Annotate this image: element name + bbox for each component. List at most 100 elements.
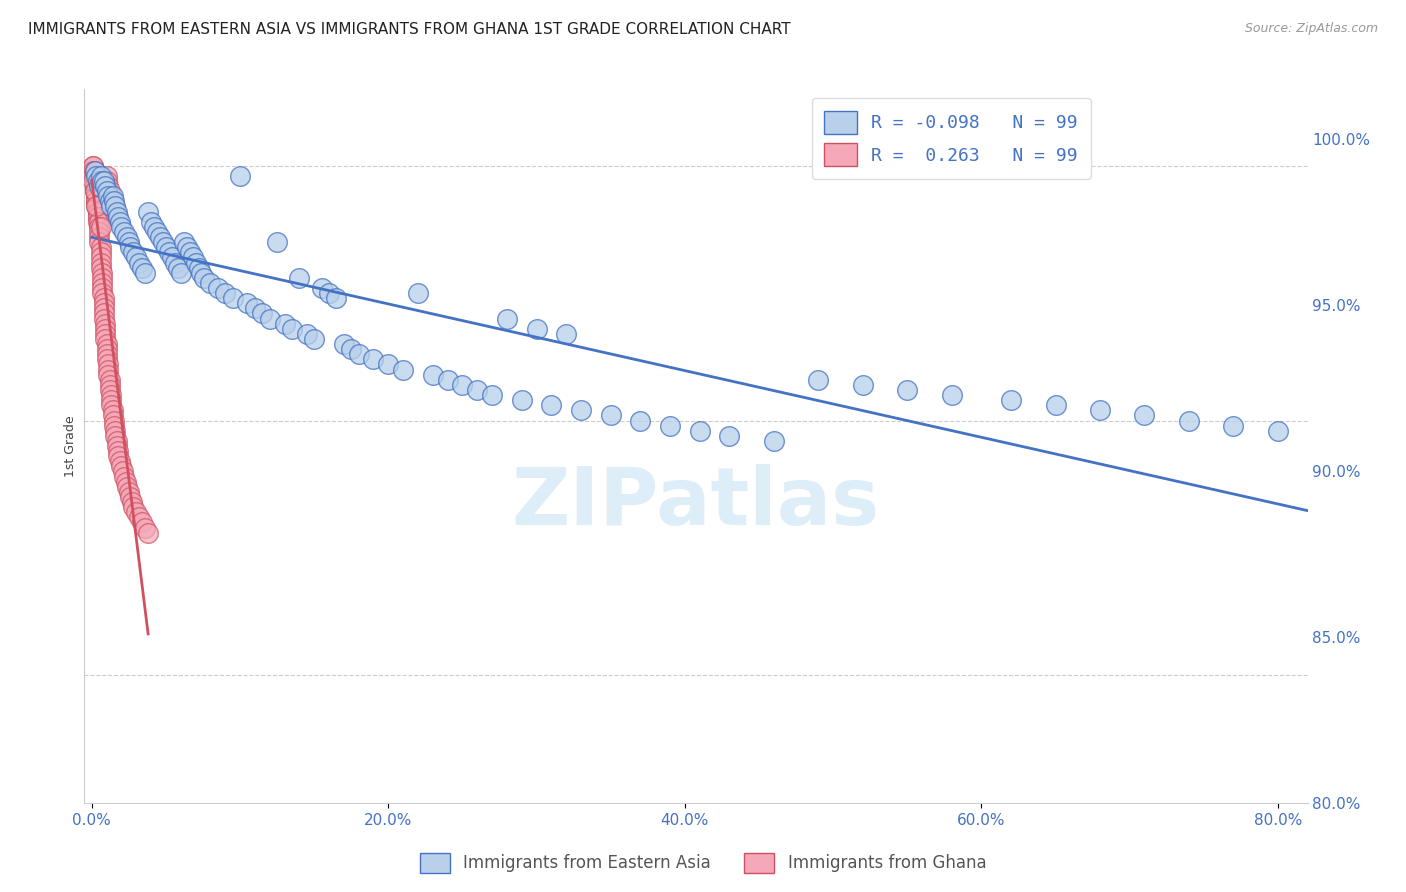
- Point: [82, 169, 104, 183]
- Point: [318, 286, 340, 301]
- Point: [422, 368, 444, 382]
- Point: [295, 326, 318, 341]
- Point: [100, 398, 122, 412]
- Point: [266, 235, 288, 249]
- Point: [160, 251, 183, 265]
- Point: [1045, 398, 1067, 412]
- Point: [1222, 418, 1244, 433]
- Point: [84, 194, 107, 209]
- Text: ZIPatlas: ZIPatlas: [512, 464, 880, 542]
- Point: [89, 219, 111, 234]
- Point: [96, 174, 118, 188]
- Point: [83, 163, 105, 178]
- Point: [149, 230, 172, 244]
- Point: [134, 266, 156, 280]
- Point: [93, 291, 115, 305]
- Point: [122, 500, 145, 515]
- Y-axis label: 1st Grade: 1st Grade: [65, 415, 77, 477]
- Point: [115, 475, 138, 489]
- Point: [111, 465, 134, 479]
- Point: [104, 204, 127, 219]
- Point: [90, 240, 112, 254]
- Point: [86, 174, 108, 188]
- Point: [131, 516, 153, 530]
- Point: [84, 189, 107, 203]
- Point: [288, 270, 311, 285]
- Point: [347, 347, 370, 361]
- Point: [152, 235, 174, 249]
- Point: [340, 342, 363, 356]
- Point: [82, 159, 104, 173]
- Point: [118, 484, 141, 499]
- Point: [157, 245, 180, 260]
- Point: [86, 210, 108, 224]
- Point: [104, 429, 127, 443]
- Point: [136, 204, 159, 219]
- Point: [91, 174, 114, 188]
- Point: [98, 377, 121, 392]
- Point: [103, 194, 125, 209]
- Point: [221, 291, 243, 305]
- Point: [97, 179, 120, 194]
- Point: [94, 326, 117, 341]
- Point: [569, 403, 592, 417]
- Point: [510, 393, 533, 408]
- Point: [143, 219, 166, 234]
- Point: [90, 169, 112, 183]
- Point: [89, 179, 111, 194]
- Point: [83, 179, 105, 194]
- Point: [117, 480, 139, 494]
- Point: [93, 296, 115, 310]
- Point: [82, 174, 104, 188]
- Point: [98, 194, 121, 209]
- Point: [83, 174, 105, 188]
- Point: [540, 398, 562, 412]
- Point: [131, 260, 153, 275]
- Point: [1178, 413, 1201, 427]
- Point: [252, 306, 274, 320]
- Point: [1133, 409, 1156, 423]
- Point: [689, 424, 711, 438]
- Point: [406, 286, 429, 301]
- Point: [110, 459, 132, 474]
- Point: [84, 199, 107, 213]
- Point: [125, 505, 148, 519]
- Legend: R = -0.098   N = 99, R =  0.263   N = 99: R = -0.098 N = 99, R = 0.263 N = 99: [811, 98, 1091, 179]
- Point: [112, 469, 135, 483]
- Point: [103, 199, 125, 213]
- Point: [281, 322, 304, 336]
- Point: [325, 291, 347, 305]
- Point: [96, 169, 118, 183]
- Point: [107, 449, 129, 463]
- Point: [392, 362, 415, 376]
- Point: [128, 510, 150, 524]
- Point: [1088, 403, 1111, 417]
- Point: [100, 388, 122, 402]
- Point: [184, 255, 207, 269]
- Point: [110, 219, 132, 234]
- Point: [214, 286, 236, 301]
- Point: [155, 240, 177, 254]
- Point: [89, 230, 111, 244]
- Text: Source: ZipAtlas.com: Source: ZipAtlas.com: [1244, 22, 1378, 36]
- Point: [101, 194, 124, 209]
- Point: [139, 215, 162, 229]
- Point: [107, 444, 129, 458]
- Point: [93, 174, 115, 188]
- Point: [84, 199, 107, 213]
- Point: [104, 199, 127, 213]
- Point: [86, 199, 108, 213]
- Point: [112, 225, 135, 239]
- Point: [1267, 424, 1289, 438]
- Point: [193, 270, 215, 285]
- Point: [273, 317, 295, 331]
- Point: [105, 204, 128, 219]
- Point: [98, 383, 121, 397]
- Point: [718, 429, 741, 443]
- Point: [163, 255, 186, 269]
- Point: [481, 388, 503, 402]
- Point: [190, 266, 212, 280]
- Point: [100, 393, 122, 408]
- Point: [526, 322, 548, 336]
- Point: [122, 245, 145, 260]
